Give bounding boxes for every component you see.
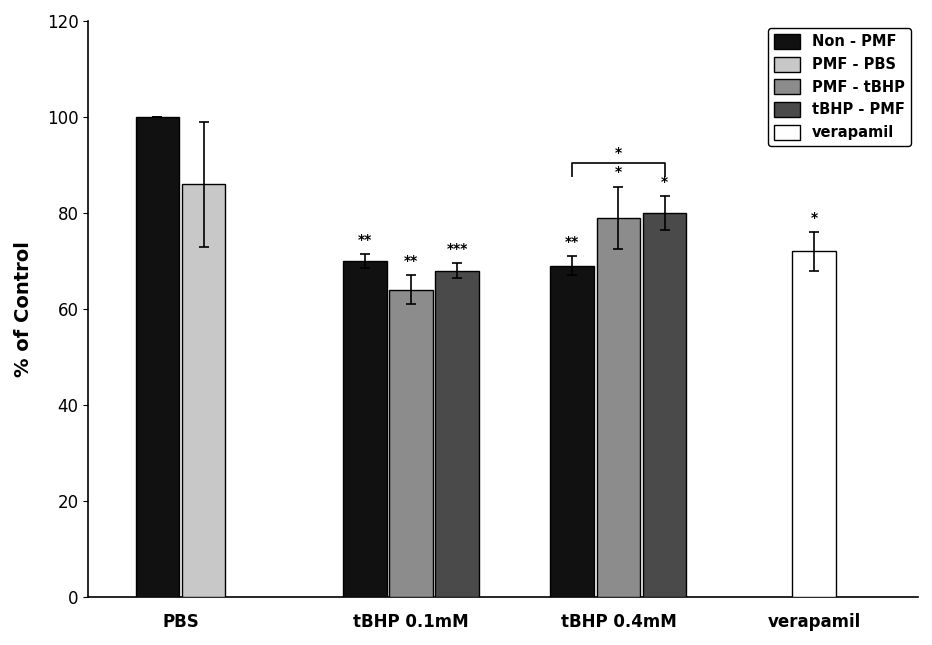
Bar [792,252,836,597]
Text: *: * [661,175,668,189]
Bar [343,261,387,597]
Bar [182,184,226,597]
Bar [596,218,640,597]
Text: **: ** [565,235,580,249]
Bar [389,290,432,597]
Bar [551,266,595,597]
Text: **: ** [358,233,372,246]
Text: *: * [615,165,622,179]
Y-axis label: % of Control: % of Control [14,241,33,377]
Bar [435,271,479,597]
Text: *: * [811,211,818,225]
Text: ***: *** [446,242,468,256]
Text: *: * [615,146,622,160]
Text: **: ** [404,254,418,268]
Bar [643,213,687,597]
Legend: Non - PMF, PMF - PBS, PMF - tBHP, tBHP - PMF, verapamil: Non - PMF, PMF - PBS, PMF - tBHP, tBHP -… [768,28,911,146]
Bar [135,117,179,597]
